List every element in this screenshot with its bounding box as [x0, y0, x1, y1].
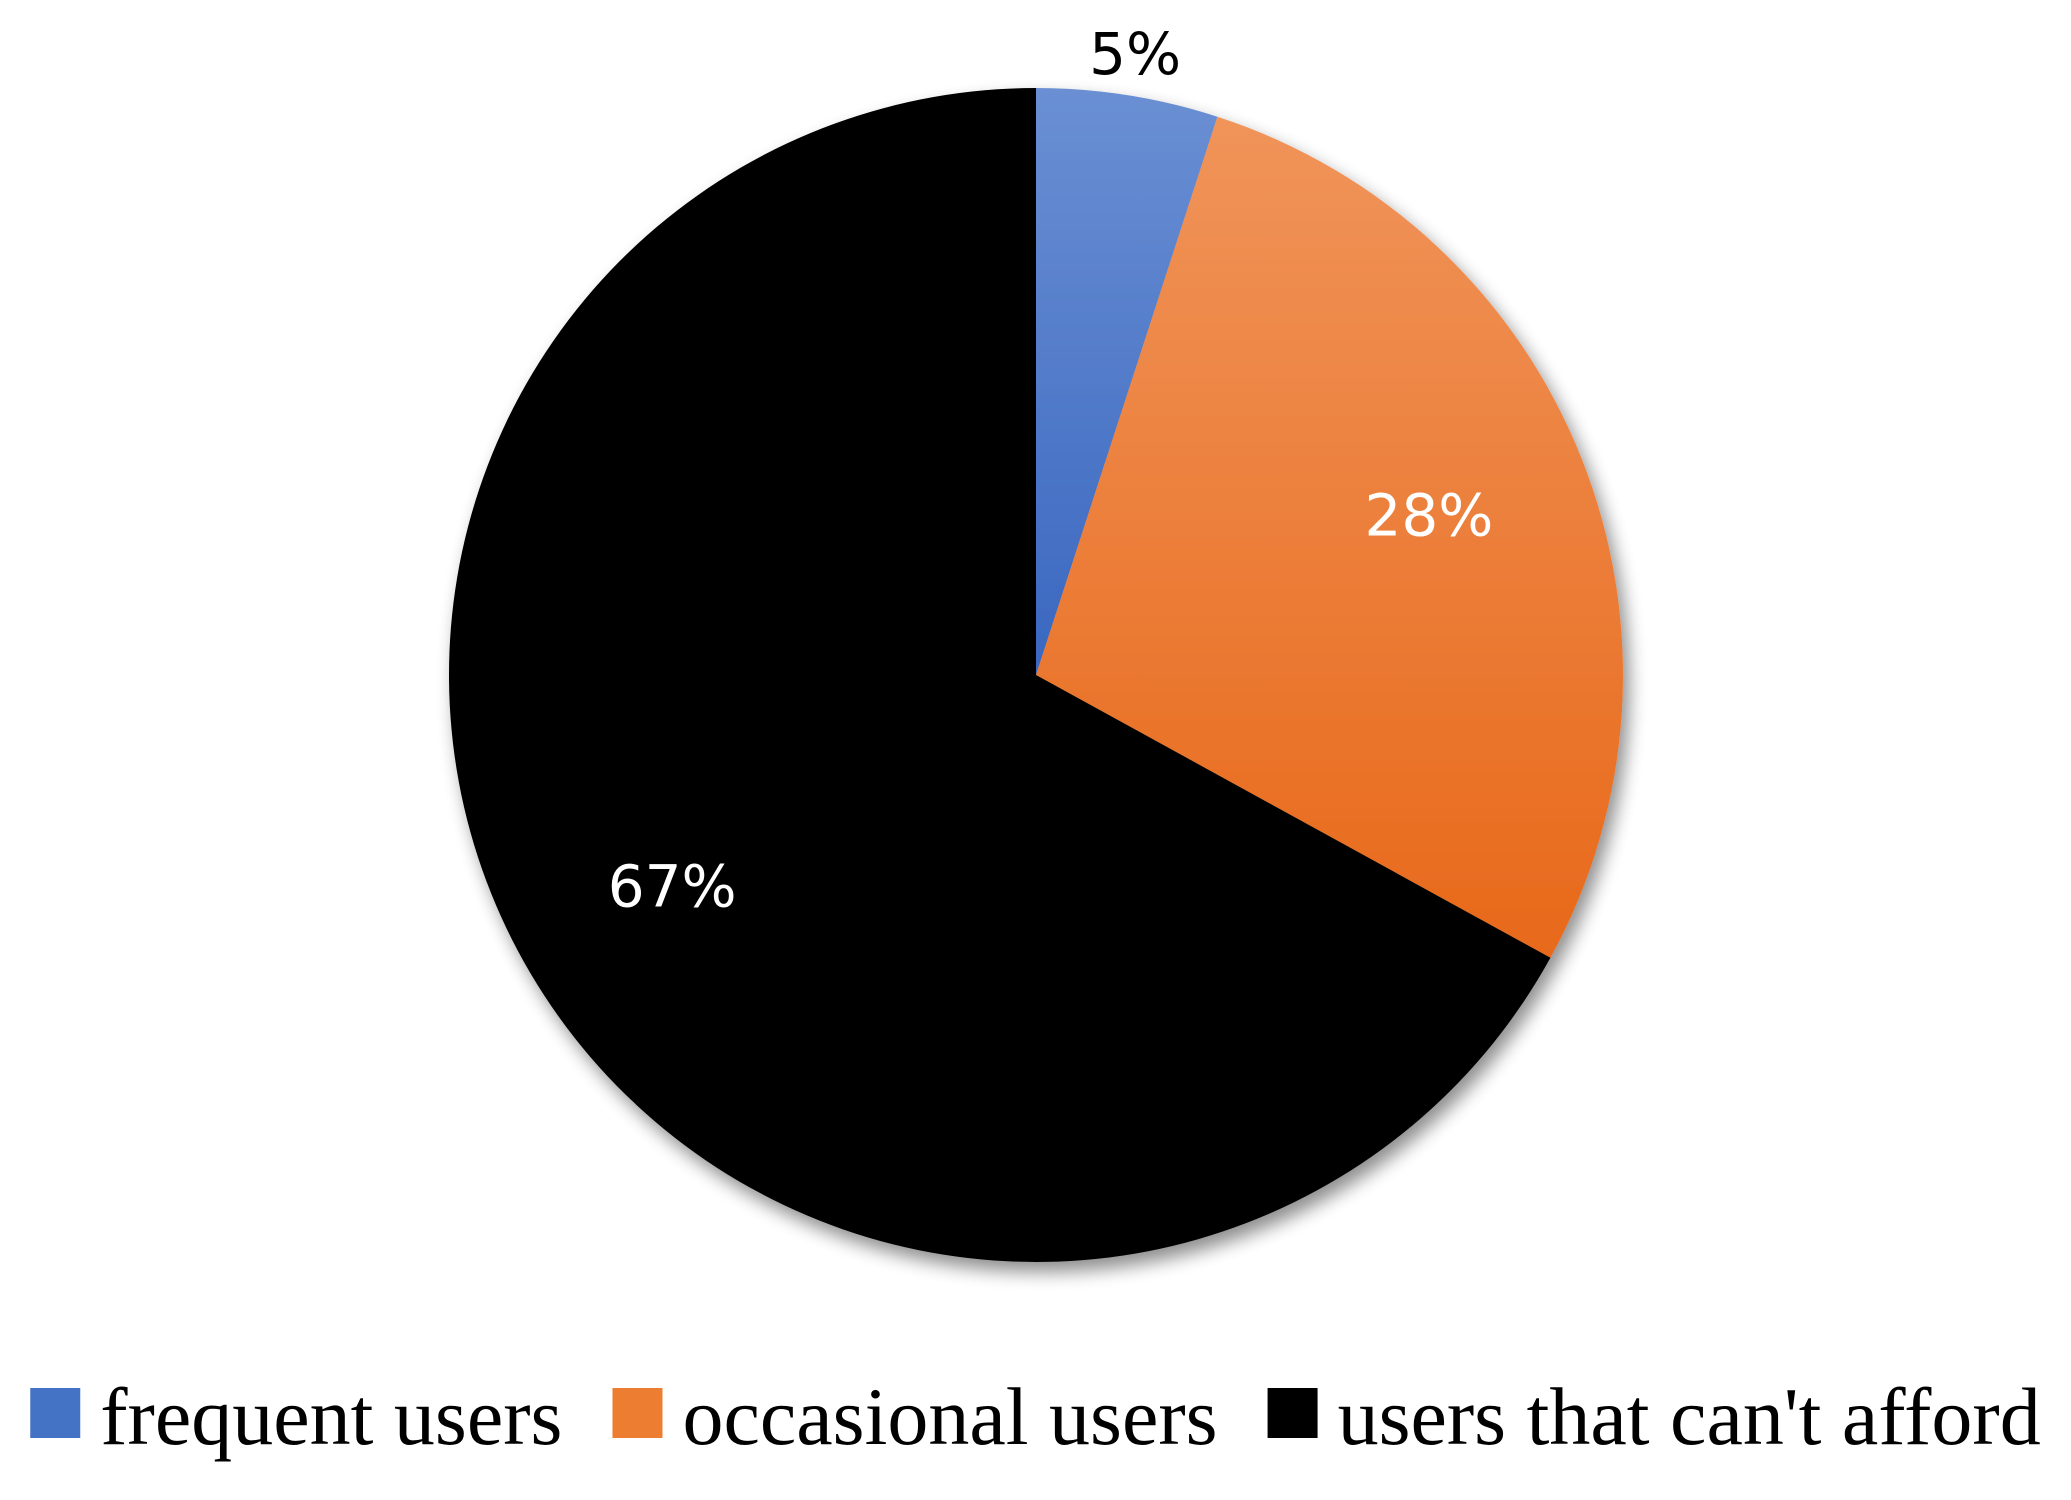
slice-frequent-users [1036, 88, 1218, 675]
data-label-frequent-users: 5% [1089, 20, 1181, 88]
legend-item-occasional-users: occasional users [612, 1371, 1218, 1462]
slice-users-that-can-t-afford [448, 88, 1551, 1263]
legend-label-frequent-users: frequent users [100, 1371, 562, 1462]
legend-item-users-that-can-t-afford: users that can't afford [1267, 1371, 2041, 1462]
legend-swatch-users-that-can-t-afford [1267, 1388, 1318, 1438]
legend-swatch-occasional-users [612, 1388, 663, 1438]
pie-slices [448, 88, 1623, 1263]
legend-label-occasional-users: occasional users [682, 1371, 1217, 1462]
legend-item-frequent-users: frequent users [30, 1371, 562, 1462]
legend-swatch-frequent-users [30, 1388, 81, 1438]
data-label-users-that-can-t-afford: 67% [608, 852, 737, 920]
legend: frequent users occasional users users that… [30, 1371, 2041, 1462]
data-label-occasional-users: 28% [1364, 482, 1493, 550]
pie-data-labels: 5% 28% 67% [608, 20, 1494, 920]
legend-label-users-that-can-t-afford: users that can't afford [1338, 1371, 2041, 1462]
slice-occasional-users [1036, 116, 1623, 958]
